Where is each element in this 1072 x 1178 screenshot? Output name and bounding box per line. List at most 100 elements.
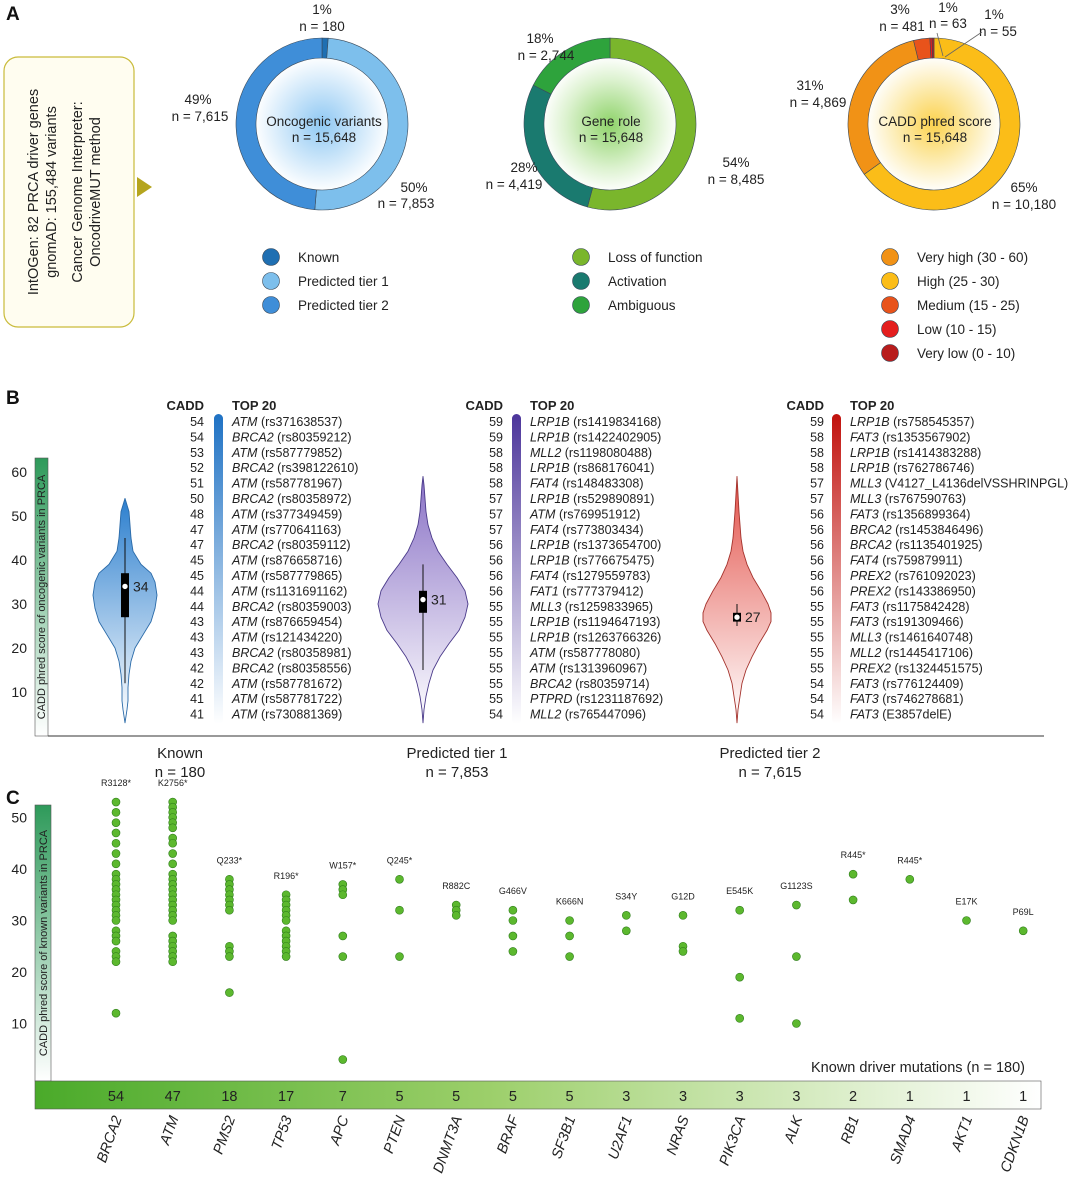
gene-count: 3 xyxy=(622,1089,630,1105)
top20-variant-id: (rs1279559783) xyxy=(559,569,651,583)
top20-gene: BRCA2 xyxy=(232,461,274,475)
gene-count: 54 xyxy=(108,1089,124,1105)
top20-gene: ATM xyxy=(231,677,258,691)
top20-gene: BRCA2 xyxy=(850,523,892,537)
donut-total: n = 15,648 xyxy=(579,130,643,145)
gene-column-tp53: R196* 17 TP53 xyxy=(269,871,299,1152)
top20-gene: LRP1B xyxy=(850,461,890,475)
top20-variant: MLL3 (rs1461640748) xyxy=(850,631,973,645)
top20-gene: LRP1B xyxy=(530,554,570,568)
donut-center-glow xyxy=(866,56,1002,192)
top20-gene: PREX2 xyxy=(850,584,891,598)
top20-variant-id: (rs587778080) xyxy=(555,646,640,660)
gene-name: RB1 xyxy=(838,1114,863,1146)
top20-variant: LRP1B (rs762786746) xyxy=(850,461,974,475)
top20-cadd-value: 57 xyxy=(489,523,503,537)
top20-variant-id: (rs761092023) xyxy=(891,569,976,583)
gene-column-akt1: E17K 1 AKT1 xyxy=(948,897,977,1155)
mutation-point xyxy=(508,947,518,956)
top20-gradient-bar xyxy=(832,414,841,724)
top20-cadd-value: 43 xyxy=(190,615,204,629)
top20-variant: FAT4 (rs773803434) xyxy=(530,523,644,537)
top20-variant: FAT3 (rs1353567902) xyxy=(850,430,970,444)
top20-gene: FAT3 xyxy=(850,708,879,722)
top20-variant-id: (rs769951912) xyxy=(555,507,640,521)
mutation-point xyxy=(338,952,348,961)
mutation-point xyxy=(792,952,801,961)
top20-cadd-value: 54 xyxy=(489,708,503,722)
gene-column-atm: K2756* 47 ATM xyxy=(157,778,188,1148)
legend-swatch-very-high-30-60 xyxy=(881,248,899,266)
top20-gene: ATM xyxy=(231,507,258,521)
slice-label-pct-low: 1% xyxy=(938,0,958,15)
top20-variant: FAT3 (rs1356899364) xyxy=(850,507,970,521)
donut-title: CADD phred score xyxy=(878,114,991,129)
top20-gene: MLL3 xyxy=(850,492,881,506)
top20-variant: LRP1B (rs1414383288) xyxy=(850,446,981,460)
source-line-4: OncodriveMUT method xyxy=(88,117,104,267)
panel-label-b: B xyxy=(6,388,20,409)
top20-variant-id: (rs1445417106) xyxy=(881,646,973,660)
mutation-point xyxy=(678,947,688,956)
group-count: n = 180 xyxy=(155,764,205,781)
top20-variant-id: (rs1419834168) xyxy=(570,415,662,429)
legend-label-activation: Activation xyxy=(608,274,667,289)
top20-cadd-value: 44 xyxy=(190,584,204,598)
top20-variant-id: (rs80359714) xyxy=(572,677,650,691)
top20-variant-id: (rs1356899364) xyxy=(879,507,971,521)
mutation-point xyxy=(281,952,291,961)
top-mutation-label: S34Y xyxy=(615,891,637,901)
slice-label-n-ambiguous: n = 2,744 xyxy=(518,48,575,63)
top20-variant-id: (rs767590763) xyxy=(881,492,966,506)
top-mutation-label: P69L xyxy=(1013,907,1034,917)
gene-name: BRAF xyxy=(494,1113,523,1156)
top20-variant-id: (rs80358981) xyxy=(274,646,352,660)
top20-variant: BRCA2 (rs80358556) xyxy=(232,661,352,675)
mutation-point xyxy=(111,818,121,827)
donut-center-glow xyxy=(254,56,390,192)
source-line-1: IntOGen: 82 PRCA driver genes xyxy=(26,89,42,295)
mutation-point xyxy=(621,911,631,920)
mutation-point xyxy=(395,905,404,915)
donut-slice-very-low-0-10 xyxy=(931,37,935,59)
gene-count: 47 xyxy=(165,1089,181,1105)
top20-variant: MLL3 (rs1259833965) xyxy=(530,600,653,614)
legend-swatch-ambiguous xyxy=(572,296,590,314)
mutation-point xyxy=(621,926,631,936)
top20-variant-id: (rs759879911) xyxy=(879,554,963,568)
gene-name: BRCA2 xyxy=(94,1114,126,1165)
mutation-point xyxy=(508,931,518,941)
top20-cadd-value: 58 xyxy=(810,430,824,444)
mutation-point xyxy=(792,900,801,910)
mutation-point xyxy=(281,916,291,925)
gene-name: SF3B1 xyxy=(549,1114,579,1161)
top20-gene: ATM xyxy=(231,446,258,460)
gene-name: DNMT3A xyxy=(431,1114,466,1176)
top20-variant: ATM (rs876658716) xyxy=(231,554,342,568)
top20-cadd-value: 59 xyxy=(489,415,503,429)
gene-column-pten: Q245* 5 PTEN xyxy=(381,855,413,1155)
slice-label-pct-ambiguous: 18% xyxy=(526,31,553,46)
top20-cadd-value: 47 xyxy=(190,523,204,537)
top20-variant-id: (rs1313960967) xyxy=(555,661,647,675)
mutation-point xyxy=(111,849,121,858)
mutation-point xyxy=(111,916,121,925)
top20-cadd-value: 55 xyxy=(489,600,503,614)
cadd-header: CADD xyxy=(166,398,204,413)
top20-gradient-bar xyxy=(214,414,223,724)
top20-gene: BRCA2 xyxy=(232,430,274,444)
mutation-point xyxy=(735,905,745,915)
top20-gene: ATM xyxy=(231,584,258,598)
top20-gene: ATM xyxy=(231,415,258,429)
top20-variant-id: (rs121434220) xyxy=(257,631,342,645)
legend-label-very-high-30-60: Very high (30 - 60) xyxy=(917,250,1028,265)
top20-variant: LRP1B (rs758545357) xyxy=(850,415,974,429)
top20-variant: MLL2 (rs765447096) xyxy=(530,708,646,722)
legends: Known Predicted tier 1 Predicted tier 2 Los… xyxy=(262,248,1028,362)
gene-name: SMAD4 xyxy=(887,1114,919,1166)
legend-label-ambiguous: Ambiguous xyxy=(608,298,676,313)
gene-count: 17 xyxy=(278,1089,294,1105)
top20-variant-id: (rs1461640748) xyxy=(881,631,973,645)
top20-cadd-value: 57 xyxy=(810,492,824,506)
legend-label-known: Known xyxy=(298,250,339,265)
